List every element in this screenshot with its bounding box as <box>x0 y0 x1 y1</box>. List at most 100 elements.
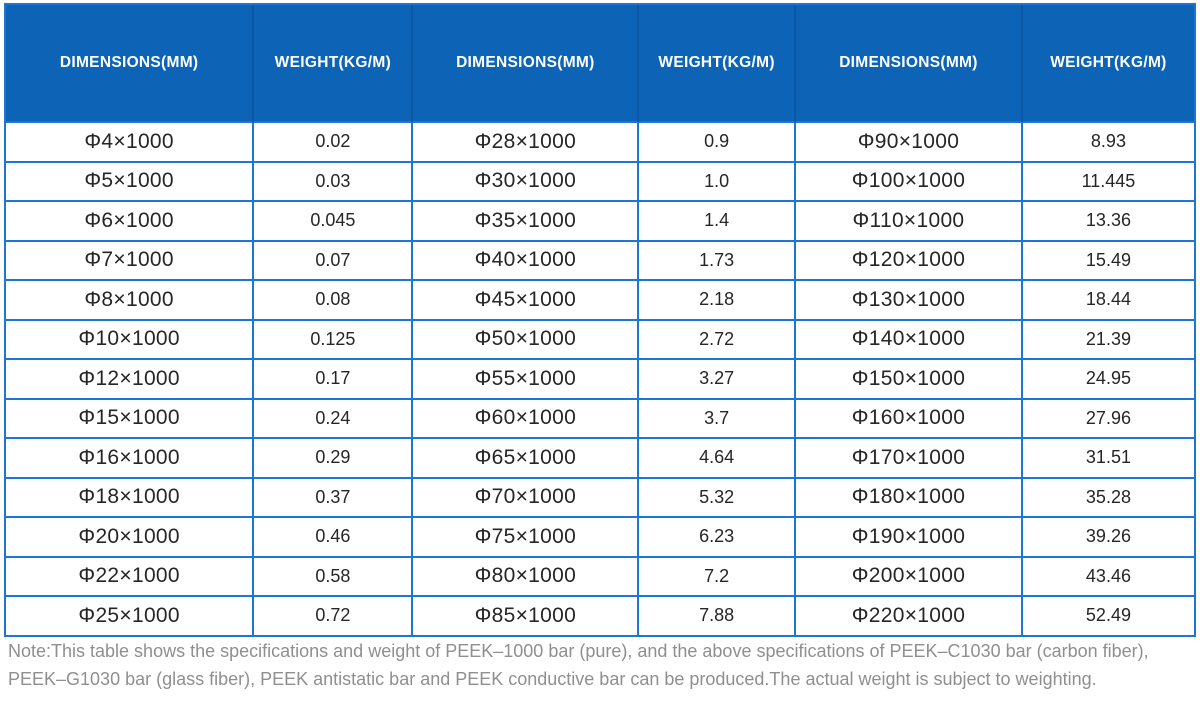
column-header-weight-3: WEIGHT(KG/M) <box>1022 5 1194 123</box>
table-row: Φ4×1000 0.02 Φ28×1000 0.9 Φ90×1000 8.93 <box>6 123 1194 163</box>
weight-cell: 52.49 <box>1022 597 1194 635</box>
weight-cell: 1.73 <box>639 241 796 281</box>
weight-cell: 11.445 <box>1022 162 1194 202</box>
weight-cell: 3.27 <box>639 360 796 400</box>
dimension-cell: Φ65×1000 <box>413 439 640 479</box>
weight-cell: 0.29 <box>254 439 414 479</box>
spec-table: DIMENSIONS(MM) WEIGHT(KG/M) DIMENSIONS(M… <box>4 3 1196 637</box>
dimension-cell: Φ180×1000 <box>796 478 1023 518</box>
dimension-cell: Φ60×1000 <box>413 399 640 439</box>
weight-cell: 0.9 <box>639 123 796 163</box>
weight-cell: 0.17 <box>254 360 414 400</box>
dimension-cell: Φ40×1000 <box>413 241 640 281</box>
weight-cell: 8.93 <box>1022 123 1194 163</box>
dimension-cell: Φ50×1000 <box>413 320 640 360</box>
weight-cell: 1.4 <box>639 202 796 242</box>
dimension-cell: Φ20×1000 <box>6 518 255 558</box>
table-row: Φ16×1000 0.29 Φ65×1000 4.64 Φ170×1000 31.51 <box>6 439 1194 479</box>
dimension-cell: Φ190×1000 <box>796 518 1023 558</box>
table-row: Φ20×1000 0.46 Φ75×1000 6.23 Φ190×1000 39.26 <box>6 518 1194 558</box>
weight-cell: 0.02 <box>254 123 414 163</box>
weight-cell: 7.2 <box>639 557 796 597</box>
dimension-cell: Φ45×1000 <box>413 281 640 321</box>
dimension-cell: Φ10×1000 <box>6 320 255 360</box>
table-body: Φ4×1000 0.02 Φ28×1000 0.9 Φ90×1000 8.93 Φ5×100… <box>6 123 1194 635</box>
weight-cell: 0.24 <box>254 399 414 439</box>
dimension-cell: Φ120×1000 <box>796 241 1023 281</box>
table-row: Φ6×1000 0.045 Φ35×1000 1.4 Φ110×1000 13.36 <box>6 202 1194 242</box>
weight-cell: 24.95 <box>1022 360 1194 400</box>
weight-cell: 1.0 <box>639 162 796 202</box>
table-row: Φ15×1000 0.24 Φ60×1000 3.7 Φ160×1000 27.96 <box>6 399 1194 439</box>
dimension-cell: Φ28×1000 <box>413 123 640 163</box>
weight-cell: 35.28 <box>1022 478 1194 518</box>
weight-cell: 0.08 <box>254 281 414 321</box>
dimension-cell: Φ130×1000 <box>796 281 1023 321</box>
weight-cell: 5.32 <box>639 478 796 518</box>
dimension-cell: Φ8×1000 <box>6 281 255 321</box>
dimension-cell: Φ35×1000 <box>413 202 640 242</box>
table-row: Φ8×1000 0.08 Φ45×1000 2.18 Φ130×1000 18.44 <box>6 281 1194 321</box>
weight-cell: 0.46 <box>254 518 414 558</box>
weight-cell: 2.72 <box>639 320 796 360</box>
weight-cell: 0.07 <box>254 241 414 281</box>
table-row: Φ25×1000 0.72 Φ85×1000 7.88 Φ220×1000 52.49 <box>6 597 1194 635</box>
weight-cell: 7.88 <box>639 597 796 635</box>
weight-cell: 3.7 <box>639 399 796 439</box>
header-row: DIMENSIONS(MM) WEIGHT(KG/M) DIMENSIONS(M… <box>6 5 1194 123</box>
weight-cell: 0.125 <box>254 320 414 360</box>
note-text: Note:This table shows the specifications… <box>8 641 1149 689</box>
weight-cell: 27.96 <box>1022 399 1194 439</box>
column-header-dimensions-2: DIMENSIONS(MM) <box>413 5 640 123</box>
weight-cell: 2.18 <box>639 281 796 321</box>
dimension-cell: Φ100×1000 <box>796 162 1023 202</box>
dimension-cell: Φ170×1000 <box>796 439 1023 479</box>
table-row: Φ18×1000 0.37 Φ70×1000 5.32 Φ180×1000 35.28 <box>6 478 1194 518</box>
weight-cell: 21.39 <box>1022 320 1194 360</box>
weight-cell: 15.49 <box>1022 241 1194 281</box>
weight-cell: 0.03 <box>254 162 414 202</box>
dimension-cell: Φ110×1000 <box>796 202 1023 242</box>
table-row: Φ5×1000 0.03 Φ30×1000 1.0 Φ100×1000 11.445 <box>6 162 1194 202</box>
dimension-cell: Φ18×1000 <box>6 478 255 518</box>
table-row: Φ10×1000 0.125 Φ50×1000 2.72 Φ140×1000 21.39 <box>6 320 1194 360</box>
weight-cell: 39.26 <box>1022 518 1194 558</box>
dimension-cell: Φ90×1000 <box>796 123 1023 163</box>
dimension-cell: Φ30×1000 <box>413 162 640 202</box>
dimension-cell: Φ16×1000 <box>6 439 255 479</box>
dimension-cell: Φ5×1000 <box>6 162 255 202</box>
dimension-cell: Φ6×1000 <box>6 202 255 242</box>
dimension-cell: Φ55×1000 <box>413 360 640 400</box>
column-header-dimensions-3: DIMENSIONS(MM) <box>796 5 1023 123</box>
table-header: DIMENSIONS(MM) WEIGHT(KG/M) DIMENSIONS(M… <box>6 5 1194 123</box>
weight-cell: 43.46 <box>1022 557 1194 597</box>
dimension-cell: Φ15×1000 <box>6 399 255 439</box>
weight-cell: 6.23 <box>639 518 796 558</box>
weight-cell: 31.51 <box>1022 439 1194 479</box>
weight-cell: 4.64 <box>639 439 796 479</box>
dimension-cell: Φ85×1000 <box>413 597 640 635</box>
dimension-cell: Φ140×1000 <box>796 320 1023 360</box>
dimension-cell: Φ12×1000 <box>6 360 255 400</box>
dimension-cell: Φ200×1000 <box>796 557 1023 597</box>
weight-cell: 13.36 <box>1022 202 1194 242</box>
dimension-cell: Φ220×1000 <box>796 597 1023 635</box>
weight-cell: 0.045 <box>254 202 414 242</box>
table-row: Φ7×1000 0.07 Φ40×1000 1.73 Φ120×1000 15.49 <box>6 241 1194 281</box>
weight-cell: 0.37 <box>254 478 414 518</box>
table-row: Φ12×1000 0.17 Φ55×1000 3.27 Φ150×1000 24.95 <box>6 360 1194 400</box>
dimension-cell: Φ160×1000 <box>796 399 1023 439</box>
table-row: Φ22×1000 0.58 Φ80×1000 7.2 Φ200×1000 43.46 <box>6 557 1194 597</box>
dimension-cell: Φ75×1000 <box>413 518 640 558</box>
weight-cell: 0.72 <box>254 597 414 635</box>
dimension-cell: Φ150×1000 <box>796 360 1023 400</box>
dimension-cell: Φ22×1000 <box>6 557 255 597</box>
dimension-cell: Φ25×1000 <box>6 597 255 635</box>
dimension-cell: Φ7×1000 <box>6 241 255 281</box>
dimension-cell: Φ80×1000 <box>413 557 640 597</box>
column-header-dimensions-1: DIMENSIONS(MM) <box>6 5 255 123</box>
column-header-weight-2: WEIGHT(KG/M) <box>639 5 796 123</box>
dimension-cell: Φ70×1000 <box>413 478 640 518</box>
weight-cell: 0.58 <box>254 557 414 597</box>
column-header-weight-1: WEIGHT(KG/M) <box>254 5 414 123</box>
